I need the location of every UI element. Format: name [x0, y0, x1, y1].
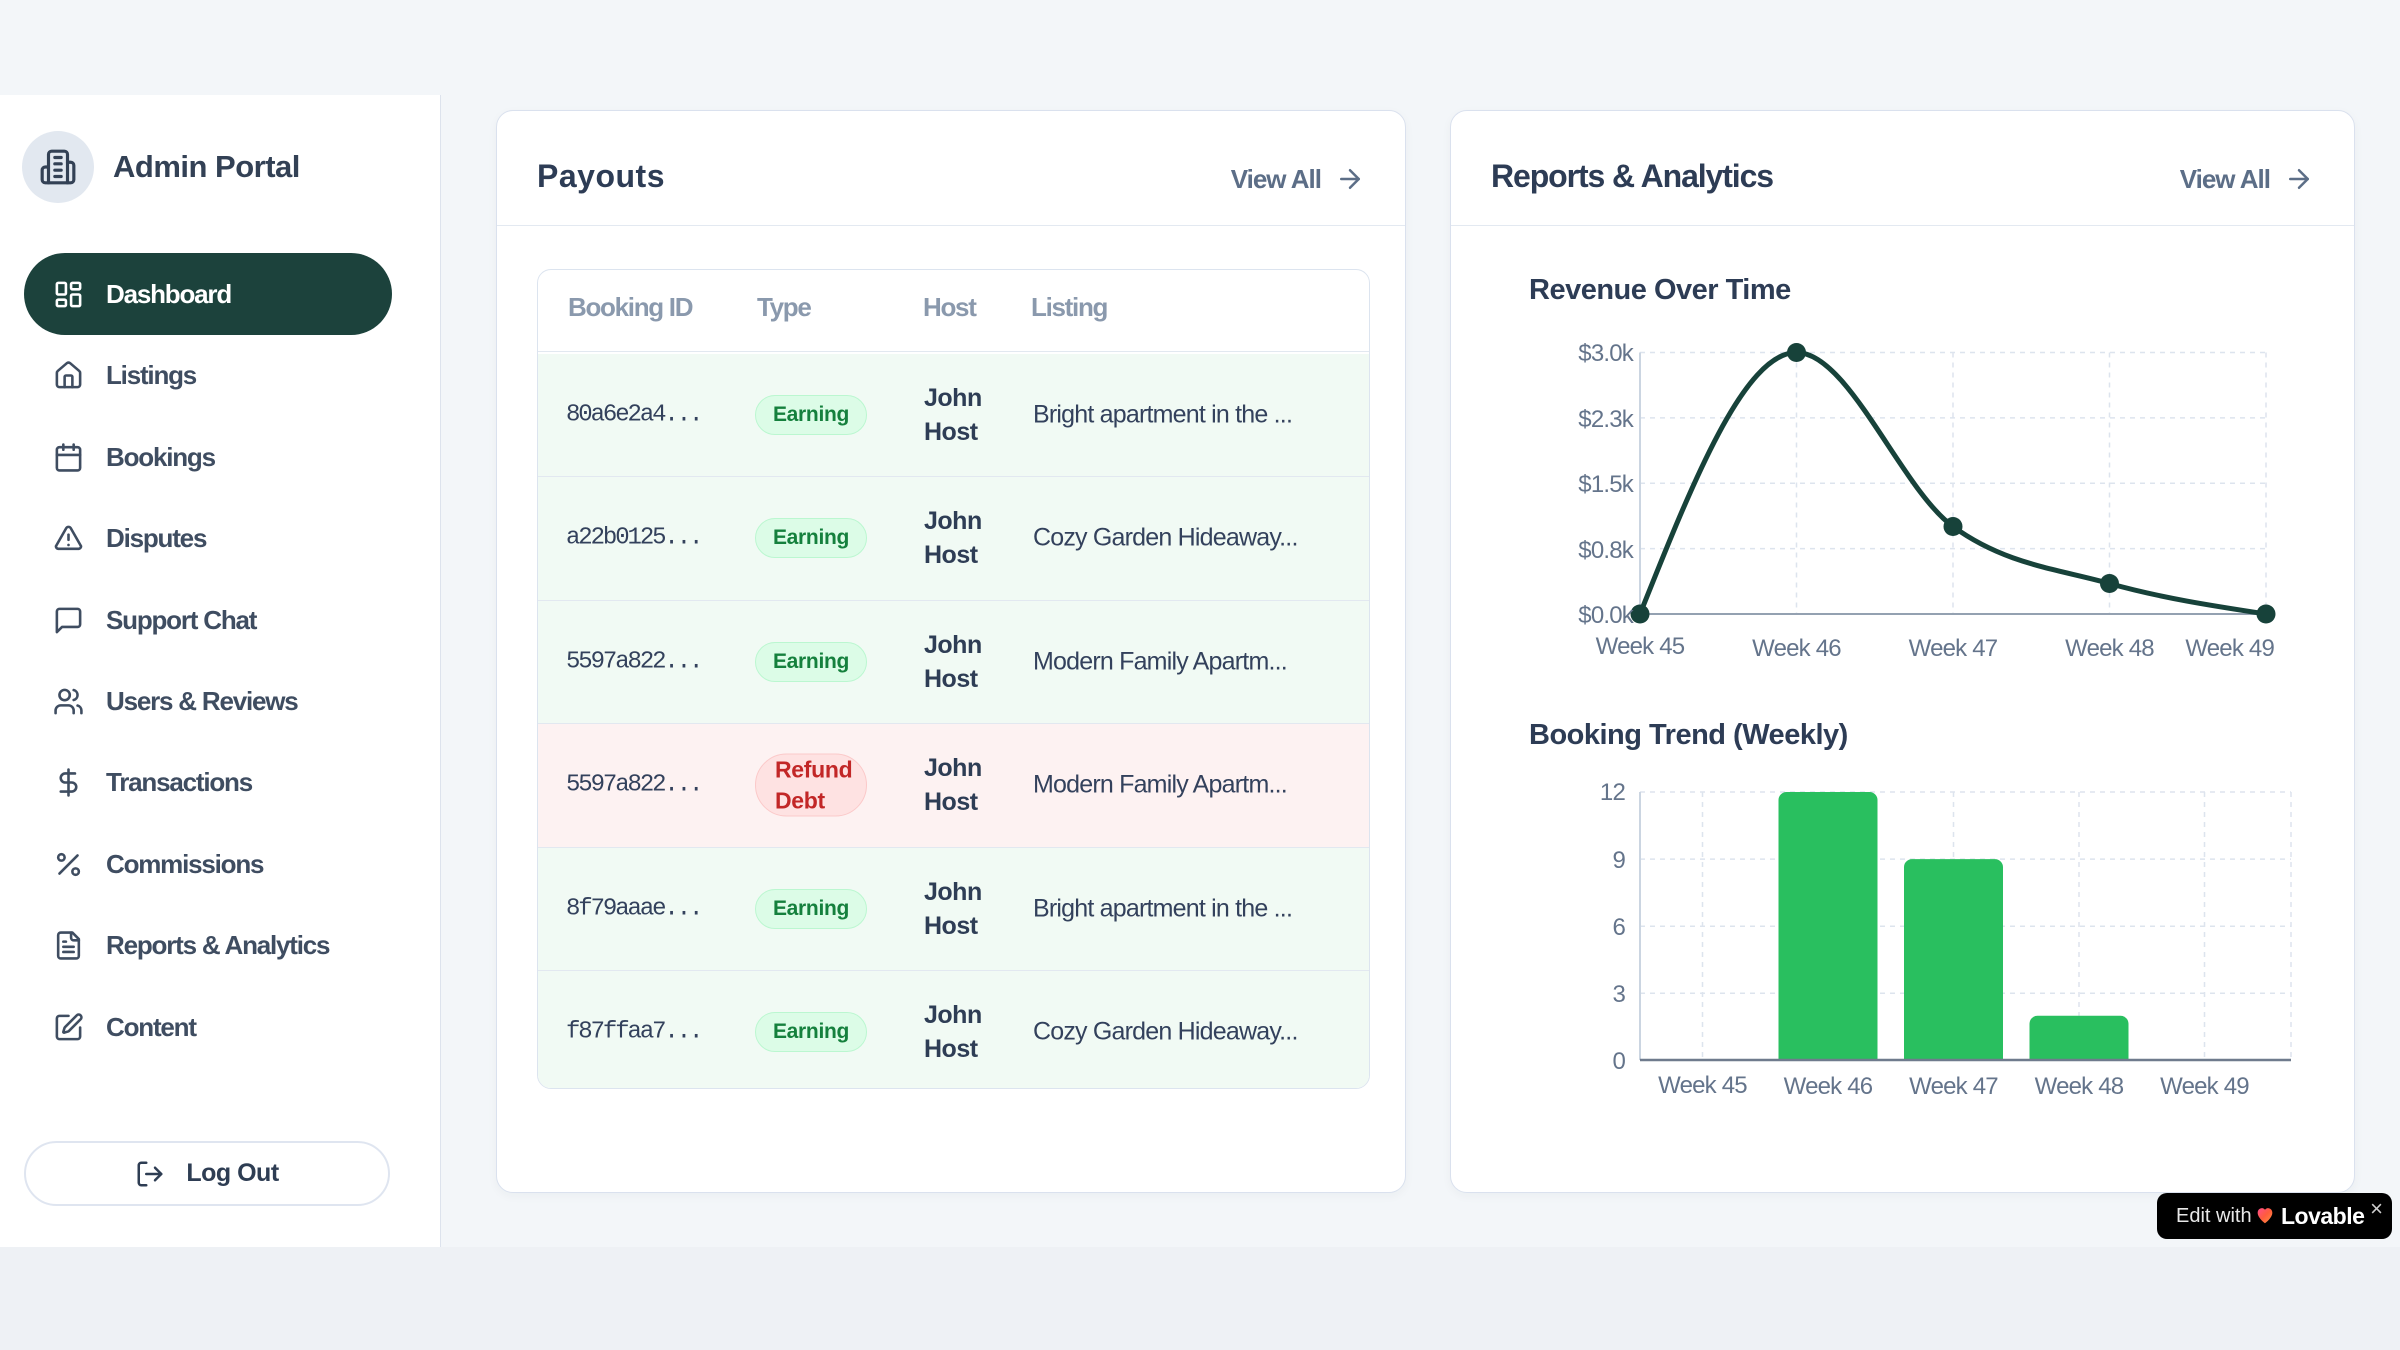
- svg-text:$0.8k: $0.8k: [1578, 537, 1635, 564]
- svg-text:$1.5k: $1.5k: [1578, 471, 1635, 498]
- svg-text:Week 45: Week 45: [1596, 633, 1685, 660]
- svg-text:0: 0: [1612, 1048, 1625, 1075]
- svg-text:Week 49: Week 49: [2185, 635, 2274, 662]
- svg-text:12: 12: [1600, 779, 1626, 806]
- svg-text:Week 46: Week 46: [1752, 635, 1841, 662]
- svg-text:$2.3k: $2.3k: [1578, 406, 1635, 433]
- svg-text:Week 45: Week 45: [1658, 1072, 1747, 1099]
- svg-text:Week 47: Week 47: [1909, 1073, 1998, 1100]
- svg-text:Week 46: Week 46: [1784, 1073, 1873, 1100]
- svg-text:Week 47: Week 47: [1909, 635, 1998, 662]
- svg-text:9: 9: [1612, 847, 1625, 874]
- svg-text:$0.0k: $0.0k: [1578, 602, 1635, 629]
- svg-text:Week 49: Week 49: [2160, 1073, 2249, 1100]
- svg-text:Week 48: Week 48: [2035, 1073, 2124, 1100]
- svg-text:3: 3: [1612, 981, 1625, 1008]
- svg-text:$3.0k: $3.0k: [1578, 340, 1635, 367]
- svg-text:Week 48: Week 48: [2065, 635, 2154, 662]
- svg-text:6: 6: [1612, 914, 1625, 941]
